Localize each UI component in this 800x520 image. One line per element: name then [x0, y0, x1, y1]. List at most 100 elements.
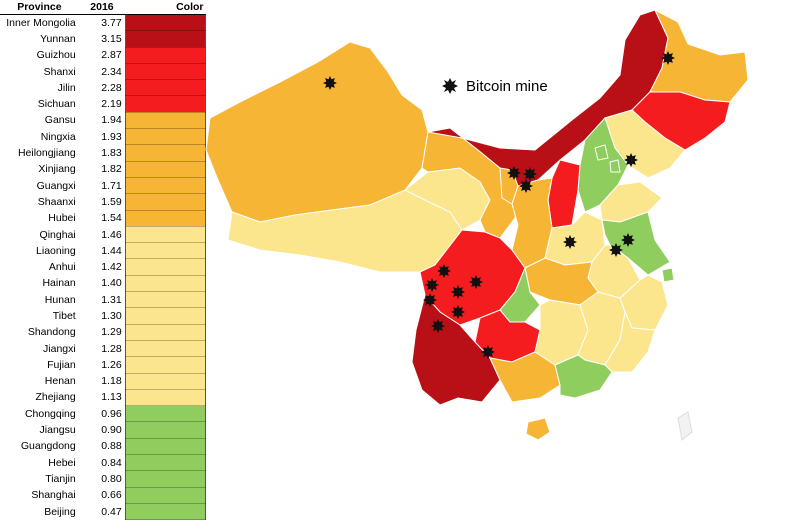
province-value: 1.28: [101, 342, 122, 355]
color-swatch: [124, 470, 207, 488]
province-name: Shaanxi: [37, 195, 76, 208]
table-row: Beijing 0.47: [0, 503, 207, 520]
table-row: Qinghai 1.46: [0, 226, 207, 244]
province-name: Guangdong: [20, 440, 76, 453]
table-row: Fujian 1.26: [0, 356, 207, 374]
header-color: Color: [125, 0, 206, 15]
table-row: Inner Mongolia 3.77: [0, 14, 207, 32]
table-row: Jilin 2.28: [0, 79, 207, 97]
bitcoin-mine-marker: [431, 319, 445, 333]
province-name: Tibet: [52, 309, 76, 322]
province-name: Liaoning: [36, 244, 76, 257]
table-row: Tibet 1.30: [0, 307, 207, 325]
region-hainan: [525, 417, 551, 441]
bitcoin-mine-marker: [507, 166, 521, 180]
bitcoin-mine-marker: [481, 345, 495, 359]
province-value: 0.96: [101, 407, 122, 420]
color-swatch: [124, 177, 207, 195]
color-swatch: [124, 193, 207, 211]
bitcoin-mine-marker: [563, 235, 577, 249]
province-value: 3.77: [101, 16, 122, 29]
province-name: Chongqing: [24, 407, 76, 420]
province-value: 1.46: [101, 228, 122, 241]
table-row: Jiangxi 1.28: [0, 340, 207, 358]
table-row: Liaoning 1.44: [0, 242, 207, 260]
province-value: 1.44: [101, 244, 122, 257]
table-row: Henan 1.18: [0, 373, 207, 390]
china-province-map: [205, 8, 749, 441]
province-name: Yunnan: [40, 32, 76, 45]
province-name: Zhejiang: [35, 391, 76, 404]
color-swatch: [124, 389, 207, 407]
province-name: Guizhou: [36, 49, 76, 62]
table-row: Heilongjiang 1.83: [0, 144, 207, 162]
table-row: Hunan 1.31: [0, 291, 207, 309]
province-name: Hainan: [42, 277, 76, 290]
province-value: 1.71: [101, 179, 122, 192]
province-value: 1.26: [101, 358, 122, 371]
color-swatch: [124, 438, 207, 456]
legend-label: Bitcoin mine: [466, 78, 548, 95]
province-name: Jiangxi: [43, 342, 76, 355]
table-row: Shanghai 0.66: [0, 487, 207, 504]
table-row: Hebei 0.84: [0, 454, 207, 472]
table-row: Yunnan 3.15: [0, 30, 207, 48]
color-swatch: [124, 47, 207, 64]
province-value: 2.28: [101, 81, 122, 94]
bitcoin-mine-marker: [323, 76, 337, 90]
table-row: Zhejiang 1.13: [0, 389, 207, 407]
province-value: 2.19: [101, 98, 122, 111]
bitcoin-mine-marker: [437, 264, 451, 278]
bitcoin-mine-marker: [609, 243, 623, 257]
bitcoin-mine-marker: [451, 305, 465, 319]
color-swatch: [124, 128, 207, 146]
table-header-row: Province 2016 Color: [0, 0, 206, 15]
table-row: Sichuan 2.19: [0, 95, 207, 113]
bitcoin-mine-marker: [423, 293, 437, 307]
province-value: 1.93: [101, 130, 122, 143]
color-swatch: [124, 30, 207, 48]
region-beijing: [594, 144, 609, 161]
color-swatch: [124, 95, 207, 113]
table-row: Guangdong 0.88: [0, 438, 207, 456]
bitcoin-mine-marker: [523, 167, 537, 181]
bitcoin-mine-marker: [451, 285, 465, 299]
province-value: 1.29: [101, 326, 122, 339]
color-swatch: [124, 242, 207, 260]
province-value: 1.54: [101, 212, 122, 225]
region-jiangsu: [601, 211, 671, 276]
color-swatch: [124, 405, 207, 423]
region-shanghai: [661, 267, 675, 283]
color-swatch: [124, 373, 207, 390]
province-value: 0.84: [101, 456, 122, 469]
province-name: Shanxi: [43, 65, 76, 78]
bitcoin-mine-marker: [624, 153, 638, 167]
table-row: Shandong 1.29: [0, 324, 207, 341]
province-value: 0.88: [101, 440, 122, 453]
province-name: Jilin: [57, 81, 76, 94]
color-swatch: [124, 275, 207, 293]
bitcoin-mine-marker: [469, 275, 483, 289]
color-swatch: [124, 503, 207, 520]
region-guangdong: [554, 354, 613, 399]
bitcoin-mine-marker: [661, 51, 675, 65]
province-name: Hebei: [48, 456, 76, 469]
province-value: 1.82: [101, 163, 122, 176]
province-value: 1.42: [101, 261, 122, 274]
color-swatch: [124, 291, 207, 309]
table-row: Shanxi 2.34: [0, 63, 207, 81]
province-name: Gansu: [44, 114, 76, 127]
province-value: 0.47: [101, 505, 122, 518]
province-value: 3.15: [101, 32, 122, 45]
table-row: Anhui 1.42: [0, 258, 207, 276]
province-name: Ningxia: [40, 130, 76, 143]
bitcoin-mine-marker: [519, 179, 533, 193]
province-name: Beijing: [44, 505, 76, 518]
color-swatch: [124, 307, 207, 325]
region-shanxi: [547, 159, 581, 229]
province-table: Province 2016 Color Inner Mongolia 3.77 Yu…: [0, 0, 207, 520]
province-value: 2.34: [101, 65, 122, 78]
table-row: Guangxi 1.71: [0, 177, 207, 195]
color-swatch: [124, 421, 207, 439]
province-name: Sichuan: [37, 98, 76, 111]
